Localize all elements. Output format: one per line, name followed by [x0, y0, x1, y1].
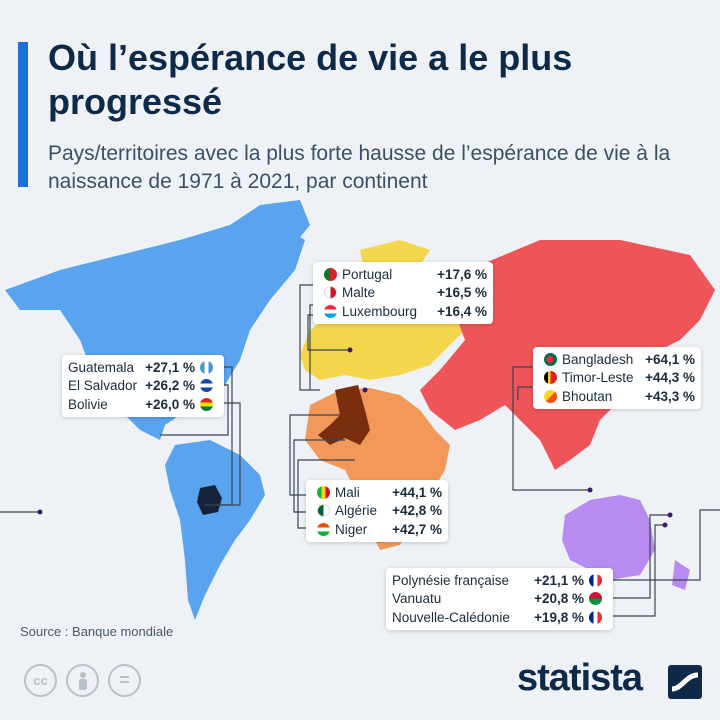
country-value: +16,4 % — [437, 303, 487, 319]
country-name: Luxembourg — [342, 303, 418, 319]
country-name: Nouvelle-Calédonie — [392, 609, 510, 625]
country-value: +64,1 % — [645, 351, 695, 367]
country-value: +16,5 % — [437, 285, 487, 301]
country-name: Polynésie française — [392, 572, 510, 588]
country-name: El Salvador — [68, 378, 138, 394]
accent-bar — [18, 42, 28, 187]
vanuatu-flag-icon — [589, 592, 602, 606]
list-item: Portugal +17,6 % — [319, 265, 487, 284]
france-flag-icon — [589, 573, 602, 587]
country-name: Malte — [342, 285, 376, 301]
list-item: Nouvelle-Calédonie +19,8 % — [392, 608, 607, 627]
malta-flag-icon — [324, 286, 337, 300]
bhutan-flag-icon — [544, 389, 557, 403]
north-america — [5, 225, 305, 440]
list-item: Algérie +42,8 % — [312, 502, 442, 521]
country-value: +21,1 % — [534, 572, 584, 588]
country-value: +42,7 % — [392, 521, 442, 537]
country-value: +27,1 % — [145, 359, 195, 375]
list-item: Polynésie française +21,1 % — [392, 571, 607, 590]
list-item: El Salvador +26,2 % — [68, 377, 218, 396]
list-item: Vanuatu +20,8 % — [392, 590, 607, 609]
country-value: +26,0 % — [145, 396, 195, 412]
statista-logo[interactable]: statista — [517, 657, 643, 699]
south-america — [165, 440, 265, 620]
france-flag-icon — [589, 610, 602, 624]
country-name: Bhoutan — [562, 388, 613, 404]
list-item: Luxembourg +16,4 % — [319, 302, 487, 321]
country-value: +44,1 % — [392, 484, 442, 500]
country-value: +43,3 % — [645, 388, 695, 404]
leader-lines — [0, 284, 720, 617]
legend-box-europe: Portugal +17,6 % Malte +16,5 % Luxembourg +… — [313, 262, 493, 324]
bolivia-highlight — [197, 485, 222, 515]
source-note: Source : Banque mondiale — [20, 624, 174, 639]
statista-logo-mark-icon — [668, 665, 702, 699]
country-value: +19,8 % — [534, 609, 584, 625]
country-value: +17,6 % — [437, 266, 487, 282]
country-name: Bolivie — [68, 396, 108, 412]
subtitle: Pays/territoires avec la plus forte haus… — [48, 142, 671, 193]
country-name: Timor-Leste — [562, 370, 634, 386]
list-item: Bolivie +26,0 % — [68, 395, 218, 414]
legend-box-africa: Mali +44,1 % Algérie +42,8 % Niger +42,7 % — [306, 480, 448, 542]
country-value: +42,8 % — [392, 503, 442, 519]
el-salvador-flag-icon — [200, 379, 213, 393]
legend-box-americas: Guatemala +27,1 % El Salvador +26,2 % Boli… — [62, 355, 224, 417]
country-name: Niger — [335, 521, 368, 537]
mali-flag-icon — [317, 485, 330, 499]
legend-box-oceania: Polynésie française +21,1 % Vanuatu +20,8 … — [386, 568, 613, 630]
leader-dots — [37, 347, 673, 528]
country-name: Algérie — [335, 503, 378, 519]
greenland — [230, 200, 310, 260]
creative-commons-icon[interactable]: cc — [24, 664, 57, 697]
algeria-flag-icon — [317, 504, 330, 518]
list-item: Guatemala +27,1 % — [68, 358, 218, 377]
new-zealand — [672, 560, 690, 590]
list-item: Mali +44,1 % — [312, 483, 442, 502]
portugal-flag-icon — [324, 267, 337, 281]
luxembourg-flag-icon — [324, 304, 337, 318]
attribution-icon[interactable] — [66, 664, 99, 697]
nd-label: = — [119, 670, 130, 690]
country-value: +26,2 % — [145, 378, 195, 394]
legend-box-asia: Bangladesh +64,1 % Timor-Leste +44,3 % Bho… — [533, 347, 701, 409]
list-item: Malte +16,5 % — [319, 284, 487, 303]
niger-flag-icon — [317, 522, 330, 536]
bangladesh-flag-icon — [544, 352, 557, 366]
list-item: Timor-Leste +44,3 % — [539, 369, 695, 388]
list-item: Bangladesh +64,1 % — [539, 350, 695, 369]
country-name: Portugal — [342, 266, 393, 282]
list-item: Niger +42,7 % — [312, 520, 442, 539]
country-name: Mali — [335, 484, 360, 500]
list-item: Bhoutan +43,3 % — [539, 387, 695, 406]
country-name: Guatemala — [68, 359, 135, 375]
australia — [562, 495, 655, 580]
cc-label: cc — [33, 673, 48, 688]
guatemala-flag-icon — [200, 360, 213, 374]
country-value: +44,3 % — [645, 370, 695, 386]
no-derivatives-icon[interactable]: = — [108, 664, 141, 697]
bolivia-flag-icon — [200, 397, 213, 411]
country-value: +20,8 % — [534, 591, 584, 607]
country-name: Vanuatu — [392, 591, 442, 607]
algeria-mali-niger-highlight — [318, 385, 370, 445]
page-title: Où l’espérance de vie a le plus progress… — [48, 37, 573, 122]
person-icon — [78, 671, 87, 690]
timor-leste-flag-icon — [544, 371, 557, 385]
country-name: Bangladesh — [562, 351, 634, 367]
